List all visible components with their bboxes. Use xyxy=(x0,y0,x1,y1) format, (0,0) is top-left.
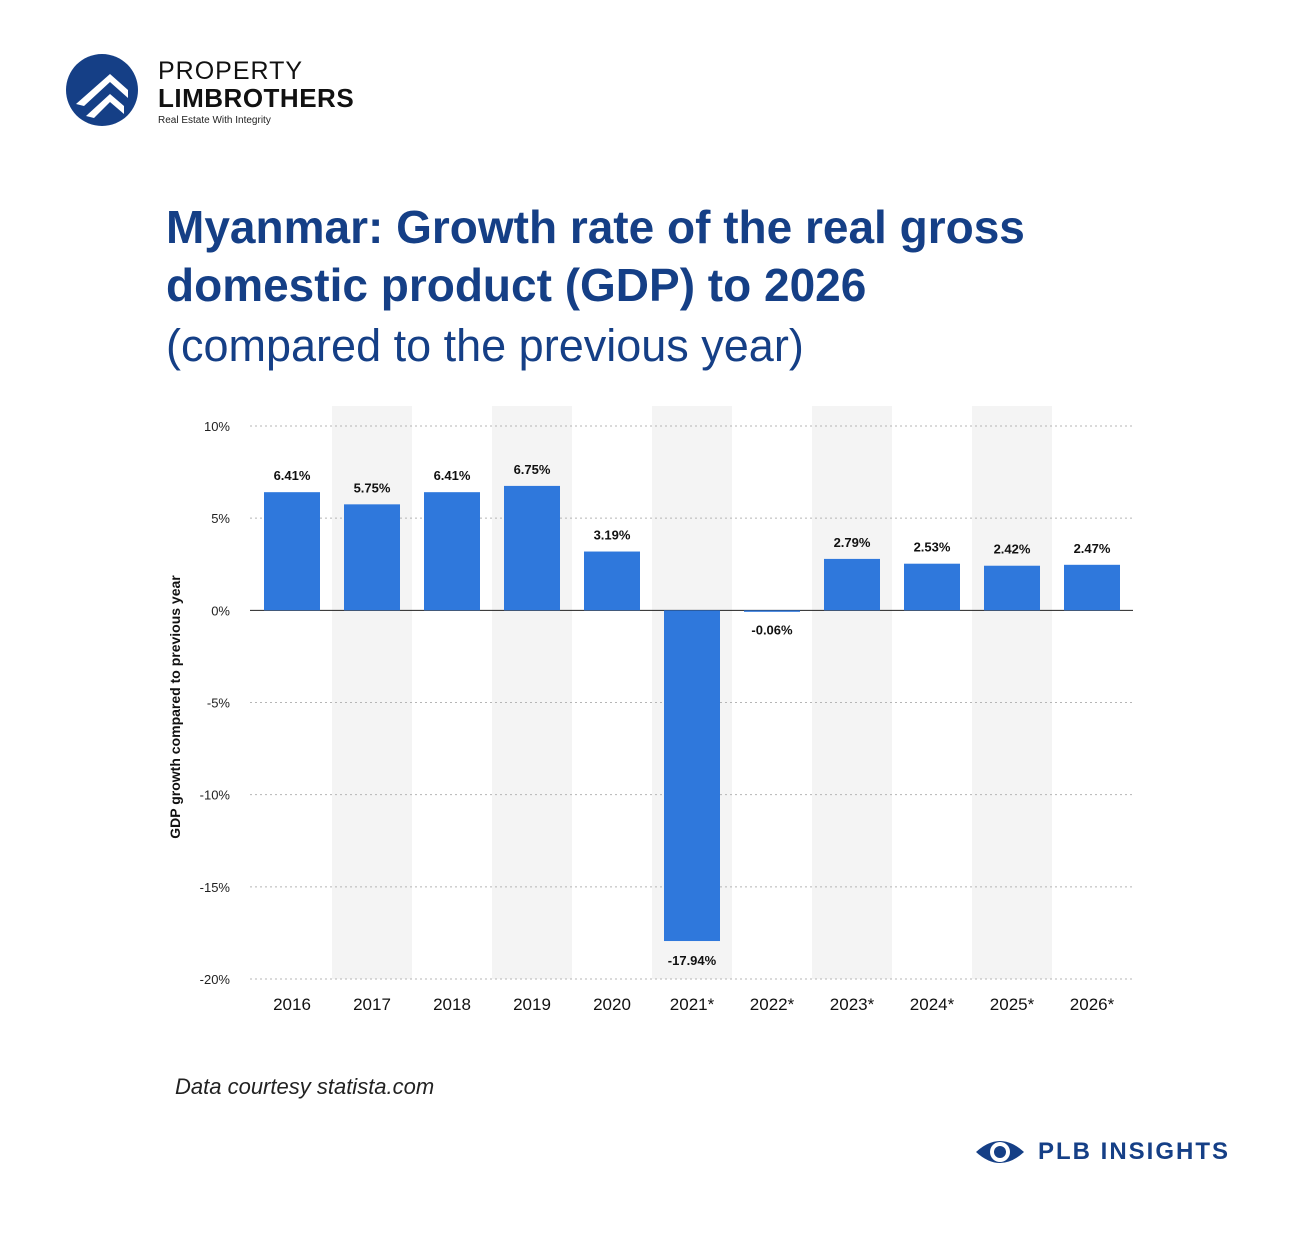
chart-subtitle: (compared to the previous year) xyxy=(166,320,804,371)
x-tick-label: 2020 xyxy=(593,995,631,1014)
column-band xyxy=(972,406,1052,979)
data-label: 2.42% xyxy=(994,542,1031,557)
bar xyxy=(424,492,480,611)
chart-title: Myanmar: Growth rate of the real gross d… xyxy=(166,201,1025,311)
data-labels: 6.41% 5.75% 6.41% 6.75% 3.19% -17.94% -0.06% 2.… xyxy=(274,462,1111,968)
data-label: 2.79% xyxy=(834,535,871,550)
bar xyxy=(904,563,960,611)
logo-line-1: PROPERTY xyxy=(158,57,304,85)
x-tick-labels: 2016 2017 2018 2019 2020 2021* 2022* 2023* 2024*… xyxy=(273,995,1115,1014)
y-tick-label: 10% xyxy=(204,419,230,434)
x-tick-label: 2019 xyxy=(513,995,551,1014)
eye-icon xyxy=(976,1141,1024,1163)
data-label: -0.06% xyxy=(751,622,793,637)
y-tick-label: 5% xyxy=(211,511,230,526)
plb-insights-label: PLB INSIGHTS xyxy=(1038,1138,1231,1165)
bar xyxy=(664,610,720,942)
y-tick-label: -5% xyxy=(207,696,231,711)
x-tick-label: 2026* xyxy=(1070,995,1115,1014)
bar xyxy=(584,551,640,611)
logo-wordmark: PROPERTY LIMBROTHERS Real Estate With In… xyxy=(158,58,354,126)
data-label: 2.53% xyxy=(914,540,951,555)
plb-insights-badge: PLB INSIGHTS xyxy=(974,1134,1230,1170)
y-axis-label: GDP growth compared to previous year xyxy=(167,575,183,839)
column-band xyxy=(332,406,412,979)
gdp-bar-chart: 10%5%0%-5%-10%-15%-20% 6.41%5.75%6.41% 6.… xyxy=(167,406,1133,1014)
bars xyxy=(264,485,1120,942)
x-tick-label: 2016 xyxy=(273,995,311,1014)
x-tick-label: 2024* xyxy=(910,995,955,1014)
bar xyxy=(1064,564,1120,611)
data-label: 6.75% xyxy=(514,462,551,477)
data-label: -17.94% xyxy=(668,953,717,968)
bar xyxy=(824,558,880,611)
bar xyxy=(264,492,320,611)
x-tick-label: 2021* xyxy=(670,995,715,1014)
data-label: 6.41% xyxy=(274,468,311,483)
bar xyxy=(504,485,560,611)
bar xyxy=(984,565,1040,611)
data-label: 2.47% xyxy=(1074,541,1111,556)
y-tick-label: 0% xyxy=(211,603,230,618)
y-tick-label: -20% xyxy=(200,972,231,987)
x-tick-label: 2023* xyxy=(830,995,875,1014)
data-label: 5.75% xyxy=(354,480,391,495)
column-band xyxy=(812,406,892,979)
x-tick-label: 2025* xyxy=(990,995,1035,1014)
logo-tagline: Real Estate With Integrity xyxy=(158,115,271,126)
logo-line-2: LIMBROTHERS xyxy=(158,83,355,113)
y-tick-label: -15% xyxy=(200,880,231,895)
data-source-note: Data courtesy statista.com xyxy=(175,1074,435,1099)
data-label: 3.19% xyxy=(594,528,631,543)
x-tick-label: 2018 xyxy=(433,995,471,1014)
data-label: 6.41% xyxy=(434,468,471,483)
x-tick-label: 2022* xyxy=(750,995,795,1014)
bar xyxy=(744,610,800,612)
bar xyxy=(344,504,400,611)
y-tick-label: -10% xyxy=(200,788,231,803)
x-tick-label: 2017 xyxy=(353,995,391,1014)
property-limbrothers-logo-icon xyxy=(66,54,138,126)
y-tick-labels: 10% 5% 0% -5% -10% -15% -20% xyxy=(200,419,231,987)
